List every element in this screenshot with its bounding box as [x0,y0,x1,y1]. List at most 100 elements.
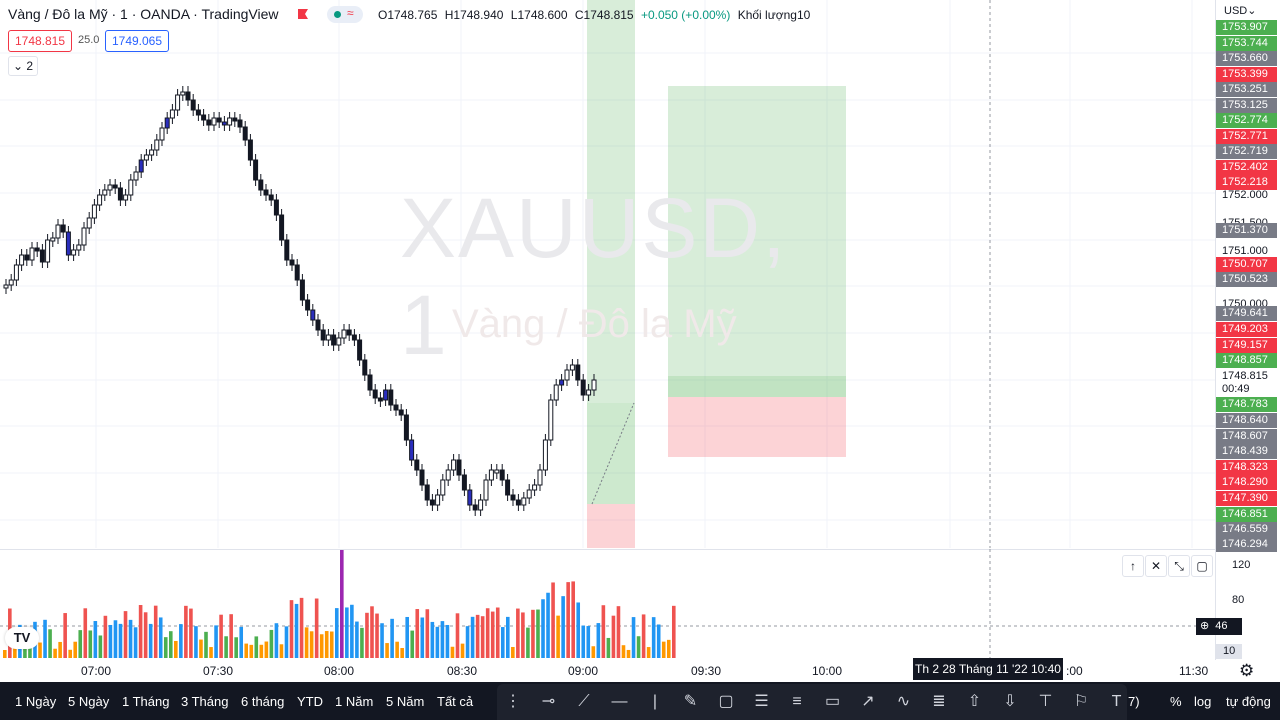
range-button[interactable]: 6 tháng [241,694,285,709]
volume-pane[interactable] [0,549,1215,659]
price-label: 1746.294 [1216,537,1277,552]
price-label: 1746.559 [1216,522,1277,537]
price-label: 1748.323 [1216,460,1277,475]
callout-icon[interactable]: ▭ [824,693,841,710]
dots-handle-icon[interactable]: ⋮ [505,693,521,710]
horizontal-ray-icon[interactable]: ⊸ [541,693,556,710]
range-button[interactable]: Tất cả [437,694,474,709]
price-label: 1746.851 [1216,507,1277,522]
price-label: 1748.640 [1216,413,1277,428]
time-label: 09:30 [691,664,722,678]
price-label: 1753.251 [1216,82,1277,97]
price-label: 1749.641 [1216,306,1277,321]
time-label: 09:00 [568,664,599,678]
settings-gear-icon[interactable]: ⚙ [1239,661,1255,680]
rectangle-icon[interactable]: ▢ [718,693,734,710]
price-label: 1752.402 [1216,160,1277,175]
chevron-down-icon: ⌄ [1247,5,1257,17]
collapse-pane-icon[interactable]: ⤡ [1168,555,1190,577]
time-label: 11:30 [1179,664,1209,678]
arrow-down-icon[interactable]: ⇩ [1003,693,1017,710]
tradingview-logo[interactable]: TV [5,627,39,649]
range-button[interactable]: 1 Tháng [122,694,170,709]
close-value: C1748.815 [574,8,634,22]
indicators-toggle-button[interactable]: ⌄ 2 [8,56,38,76]
flag-icon[interactable] [298,9,308,19]
volume-scale-label: 120 [1232,559,1251,571]
lines-icon[interactable]: ≣ [932,693,946,710]
price-label: 1748.857 [1216,353,1277,368]
timezone-partial-label[interactable]: 7) [1128,694,1140,709]
indicators-count: 2 [26,59,34,73]
price-label: 1747.390 [1216,491,1277,506]
price-label: 1752.000 [1222,189,1268,201]
maximize-pane-icon[interactable]: ▢ [1191,555,1213,577]
trend-line-icon[interactable]: ⟋ [578,693,590,710]
buy-button[interactable]: 1749.065 [105,30,169,52]
time-label-partial: :00 [1066,664,1083,678]
volume-value: Khối lượng10 [737,8,811,22]
arrow-marker-icon[interactable]: ↗ [861,693,875,710]
log-scale-button[interactable]: log [1194,694,1212,709]
time-label: 10:00 [812,664,843,678]
flag-mark-icon[interactable]: ⚐ [1073,693,1089,710]
price-label: 1753.907 [1216,20,1277,35]
price-label: 00:49 [1222,383,1250,395]
currency-selector[interactable]: USD⌄ [1224,5,1257,17]
range-button[interactable]: 5 Ngày [68,694,110,709]
arrow-up-icon[interactable]: ⇧ [967,693,982,710]
symbol-title[interactable]: Vàng / Đô la Mỹ · 1 · OANDA · TradingVie… [8,6,279,22]
auto-scale-button[interactable]: tự động [1226,694,1271,709]
change-value: +0.050 (+0.00%) [640,8,731,22]
price-label: 1751.000 [1222,245,1268,257]
time-label: 07:00 [81,664,112,678]
long-position-entry-zone[interactable] [587,403,635,504]
text-icon[interactable]: T [1111,693,1122,710]
price-label: 1748.815 [1222,370,1268,382]
price-label: 1752.774 [1216,113,1277,128]
drawing-toolbar: ⋮ ⊸ ⟋ — | ✎ ▢ ☰ ≡ ▭ ↗ ∿ ≣ ⇧ ⇩ ⊤ ⚐ T [497,684,1127,720]
move-pane-up-icon[interactable]: ↑ [1122,555,1144,577]
percent-scale-button[interactable]: % [1170,694,1182,709]
plus-circle-icon[interactable]: ⊕ [1200,620,1210,632]
candles [3,86,597,516]
price-label: 1752.719 [1216,144,1277,159]
watermark-symbol: XAUUSD, 1 [400,181,788,372]
ohlc-legend: O1748.765 H1748.940 L1748.600 C1748.815 … [378,8,814,22]
price-label: 1753.744 [1216,36,1277,51]
price-label: 1751.370 [1216,223,1277,238]
price-label: 1753.125 [1216,98,1277,113]
long-position-loss-zone[interactable] [587,504,635,548]
close-pane-icon[interactable]: ✕ [1145,555,1167,577]
long-position-profit-zone[interactable] [587,0,635,403]
watermark-name: Vàng / Đô la Mỹ [452,302,737,346]
anchored-text-icon[interactable]: ⊤ [1038,693,1053,710]
market-status-pill[interactable]: ≈ [327,6,363,23]
time-label: 08:00 [324,664,355,678]
price-label: 1748.783 [1216,397,1277,412]
price-label: 1753.660 [1216,51,1277,66]
brush-icon[interactable]: ✎ [683,693,698,710]
vertical-line-icon[interactable]: | [652,693,658,710]
range-button[interactable]: 1 Ngày [15,694,57,709]
horizontal-line-icon[interactable]: — [611,693,628,710]
sell-button[interactable]: 1748.815 [8,30,72,52]
price-label: 1753.399 [1216,67,1277,82]
range-button[interactable]: 1 Năm [335,694,374,709]
long-position-2-active-zone[interactable] [668,376,846,397]
path-icon[interactable]: ∿ [896,693,911,710]
open-value: O1748.765 [378,8,438,22]
price-chart[interactable] [0,0,1215,548]
range-button[interactable]: 5 Năm [386,694,425,709]
price-label: 1752.771 [1216,129,1277,144]
long-position-2-profit-zone[interactable] [668,86,846,376]
price-label: 1752.218 [1216,175,1277,190]
long-position-2-loss-zone[interactable] [668,397,846,457]
range-button[interactable]: YTD [297,694,323,709]
price-axis[interactable]: 1753.907 1753.744 1753.660 1753.399 1753.251… [1215,0,1280,660]
high-value: H1748.940 [444,8,504,22]
volume-crosshair-label: ⊕ 46 [1196,618,1242,635]
fib-retracement-icon[interactable]: ☰ [754,693,769,710]
range-button[interactable]: 3 Tháng [181,694,229,709]
parallel-channel-icon[interactable]: ≡ [792,693,802,710]
